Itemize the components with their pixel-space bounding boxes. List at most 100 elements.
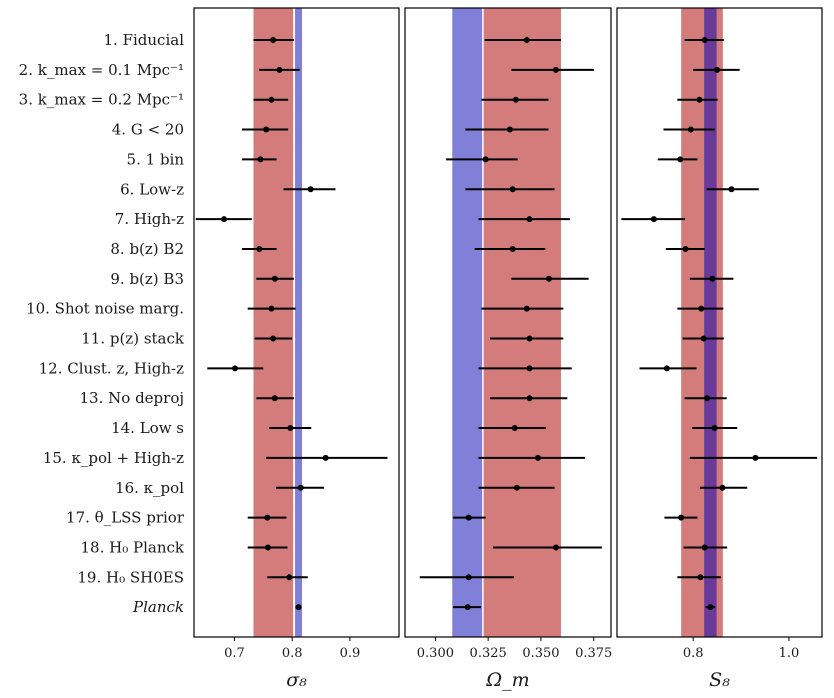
panel-frame <box>616 7 823 638</box>
data-point <box>682 245 689 252</box>
data-point <box>552 66 559 73</box>
data-point <box>268 96 275 103</box>
data-point <box>465 514 472 521</box>
row-label: 15. κ_pol + High-z <box>43 449 184 467</box>
data-point <box>650 216 657 223</box>
x-axis-label: σ₈ <box>286 669 307 691</box>
row-label: 19. H₀ SH0ES <box>77 568 184 586</box>
tick-label: 0.325 <box>470 646 507 661</box>
row-label: 9. b(z) B3 <box>110 270 184 288</box>
planck-band <box>452 8 483 637</box>
data-point <box>698 305 705 312</box>
panels: 0.7 0.8 0.9 σ₈ 0.300 0.325 0.350 0.375 Ω_m 0.8 1.0… <box>193 7 823 691</box>
row-label: 18. H₀ Planck <box>81 538 185 556</box>
data-point <box>511 425 518 432</box>
data-point <box>506 126 513 133</box>
data-point <box>728 186 735 193</box>
row-label: 10. Shot noise marg. <box>26 300 184 318</box>
data-point <box>295 604 302 611</box>
data-point <box>523 305 530 312</box>
data-point <box>221 216 228 223</box>
data-point <box>687 126 694 133</box>
data-point <box>707 604 714 611</box>
tick-label: 0.350 <box>522 646 559 661</box>
data-point <box>482 156 489 163</box>
data-point <box>701 544 708 551</box>
data-point <box>526 335 533 342</box>
data-point <box>711 425 718 432</box>
data-point <box>701 37 708 43</box>
data-point <box>271 395 278 402</box>
row-label: 3. k_max = 0.2 Mpc⁻¹ <box>19 91 184 109</box>
row-label: Planck <box>132 598 184 616</box>
data-point <box>509 245 516 252</box>
data-point <box>526 216 533 223</box>
data-point <box>512 96 519 103</box>
data-point <box>714 66 721 73</box>
data-point <box>752 454 759 461</box>
data-point <box>534 454 541 461</box>
data-point <box>696 96 703 103</box>
data-point <box>297 484 304 491</box>
row-label: 11. p(z) stack <box>81 330 185 348</box>
data-point <box>322 454 329 461</box>
fiducial-band <box>482 8 561 637</box>
panel-1: 0.7 0.8 0.9 σ₈ <box>193 7 400 691</box>
row-label: 12. Clust. z, High-z <box>39 359 184 377</box>
data-point <box>270 335 277 342</box>
planck-band <box>704 8 717 637</box>
data-point <box>526 365 533 372</box>
data-point <box>276 66 283 73</box>
row-labels: 1. Fiducial 2. k_max = 0.1 Mpc⁻¹ 3. k_max … <box>19 31 185 616</box>
data-point <box>464 604 471 611</box>
x-axis-label: Ω_m <box>485 669 529 691</box>
row-label: 2. k_max = 0.1 Mpc⁻¹ <box>19 61 184 79</box>
data-point <box>552 544 559 551</box>
tick-label: 0.7 <box>224 646 245 661</box>
data-point <box>700 335 707 342</box>
data-point <box>465 574 472 581</box>
data-point <box>264 544 271 551</box>
data-point <box>513 484 520 491</box>
tick-label: 0.9 <box>340 646 361 661</box>
tick-label: 0.8 <box>282 646 303 661</box>
data-point <box>719 484 726 491</box>
row-label: 8. b(z) B2 <box>110 240 184 258</box>
data-point <box>709 275 716 282</box>
tick-label: 1.0 <box>779 646 800 661</box>
panel-frame <box>193 7 400 638</box>
row-label: 1. Fiducial <box>104 31 185 49</box>
row-label: 7. High-z <box>115 210 184 228</box>
data-point <box>545 275 552 282</box>
row-label: 17. θ_LSS prior <box>66 509 185 527</box>
data-point <box>526 395 533 402</box>
data-point <box>697 574 704 581</box>
data-point <box>232 365 238 372</box>
data-point <box>307 186 314 193</box>
data-point <box>286 574 293 581</box>
data-point <box>263 126 270 133</box>
row-label: 14. Low s <box>111 419 184 437</box>
row-label: 5. 1 bin <box>127 150 185 168</box>
row-label: 16. κ_pol <box>115 479 184 497</box>
data-point <box>270 37 277 43</box>
data-point <box>704 395 711 402</box>
data-point <box>257 156 264 163</box>
x-axis-label: S₈ <box>709 669 730 691</box>
panel-frame <box>404 7 612 638</box>
data-point <box>256 245 263 252</box>
data-point <box>287 425 294 432</box>
data-point <box>523 37 530 43</box>
row-label: 13. No deproj <box>80 389 184 407</box>
data-point <box>268 305 275 312</box>
fiducial-band <box>253 8 294 637</box>
tick-label: 0.375 <box>575 646 612 661</box>
data-point <box>264 514 271 521</box>
data-point <box>663 365 670 372</box>
tick-label: 0.8 <box>683 646 704 661</box>
data-point <box>677 156 684 163</box>
row-label: 4. G < 20 <box>112 121 184 139</box>
data-point <box>509 186 516 193</box>
panel-3: 0.8 1.0 S₈ <box>616 7 823 691</box>
